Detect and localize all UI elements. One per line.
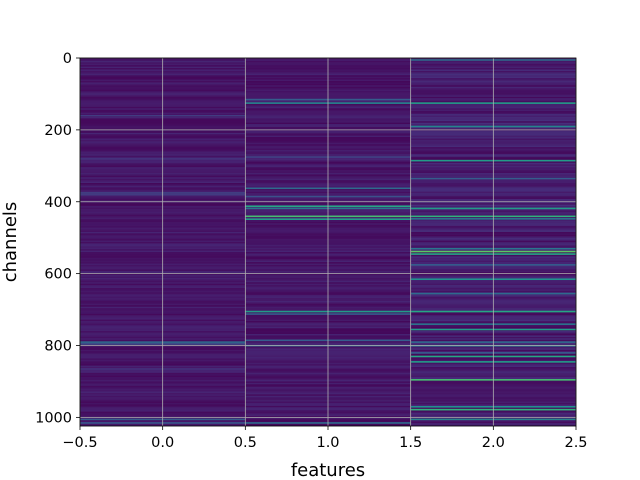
- x-tick-label: 0.5: [234, 435, 257, 451]
- y-tick-label: 600: [44, 267, 72, 283]
- y-tick-label: 400: [44, 195, 72, 211]
- y-axis-label: channels: [0, 202, 21, 283]
- x-axis-label: features: [291, 460, 365, 480]
- plot-area: [79, 57, 577, 427]
- y-tick-label: 200: [44, 123, 72, 139]
- x-tick-label: 0.0: [151, 435, 174, 451]
- x-tick-label: 2.0: [482, 435, 505, 451]
- x-tick-label: 2.5: [564, 435, 587, 451]
- x-axis: −0.5 0.0 0.5 1.0 1.5 2.0 2.5: [62, 426, 588, 451]
- x-tick-label: 1.0: [316, 435, 339, 451]
- x-tick-label: 1.5: [399, 435, 422, 451]
- grid-lines: [79, 57, 577, 426]
- y-tick-label: 0: [63, 51, 72, 67]
- x-tick-label: −0.5: [62, 435, 97, 451]
- y-tick-label: 800: [44, 339, 72, 355]
- y-tick-label: 1000: [35, 410, 72, 426]
- y-axis: 0 200 400 600 800 1000: [35, 51, 80, 426]
